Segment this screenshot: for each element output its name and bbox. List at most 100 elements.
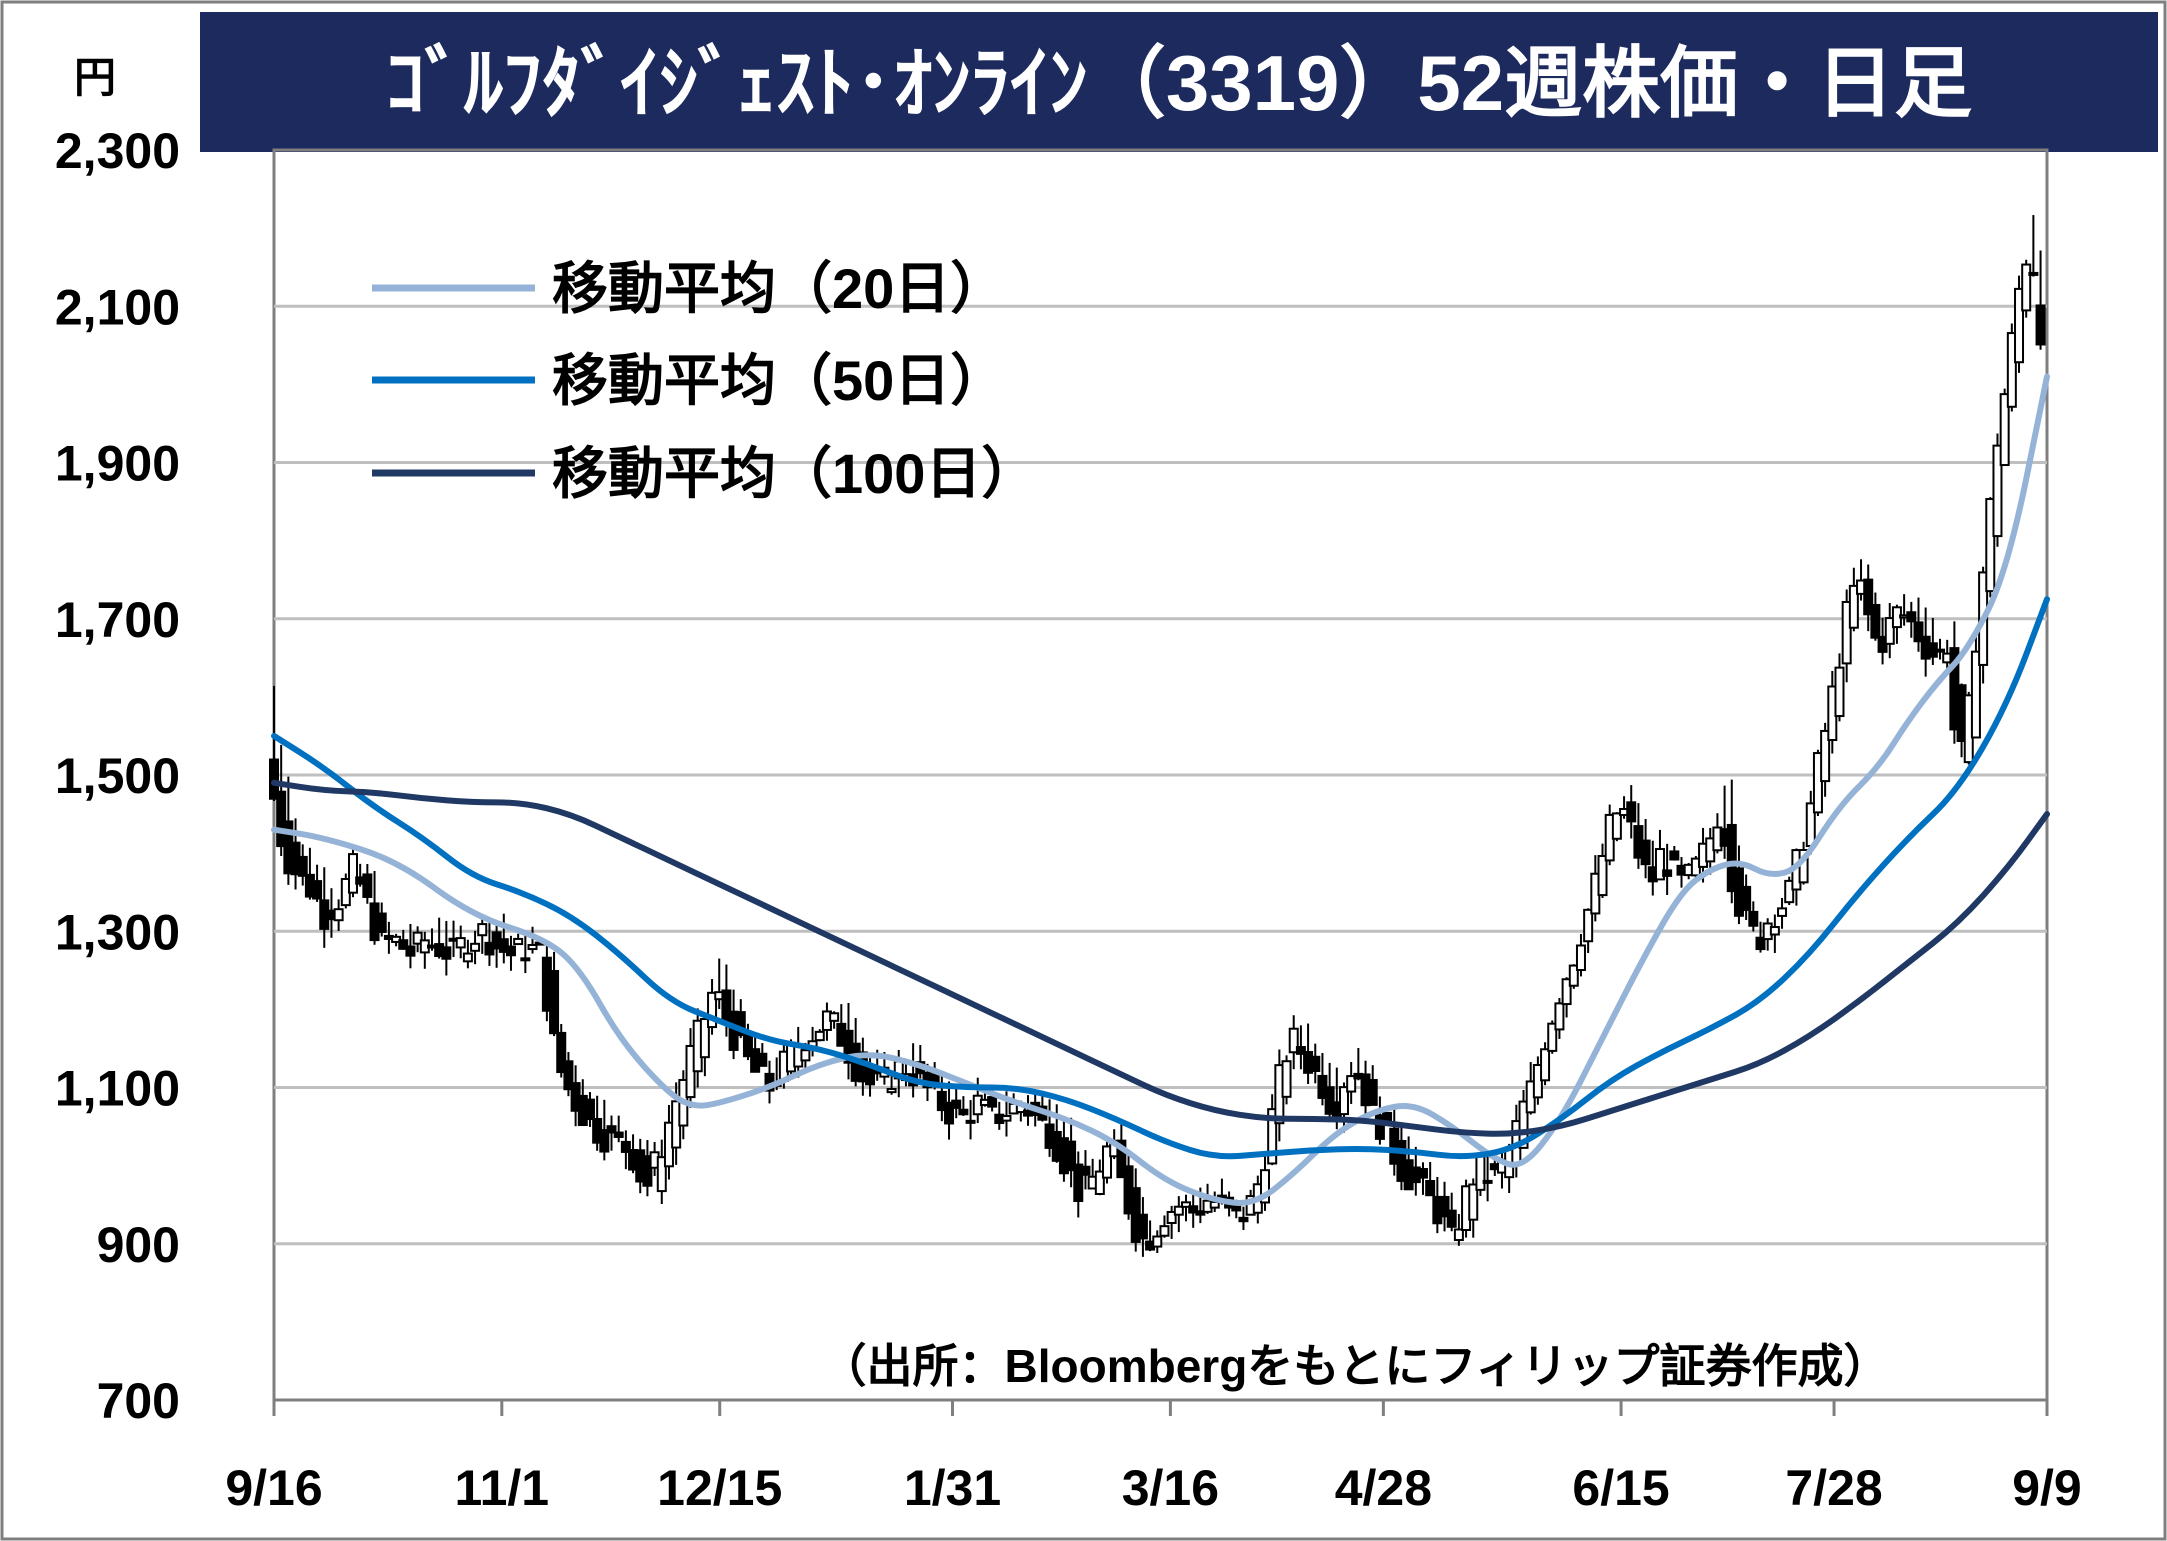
- moving-average-line-0: [271, 373, 2050, 1206]
- candle-body: [707, 991, 718, 1029]
- candle-body: [1777, 907, 1788, 917]
- candle-body: [1970, 650, 1981, 739]
- candle-body: [1338, 1086, 1349, 1116]
- candle-body: [455, 937, 466, 949]
- candle-body: [1094, 1170, 1105, 1195]
- candle-body: [1468, 1183, 1479, 1221]
- candle-body: [1755, 936, 1766, 951]
- candle-body: [613, 1131, 624, 1138]
- candle-body: [2035, 304, 2046, 346]
- candle-body: [462, 952, 473, 963]
- x-tick-label: 11/1: [455, 1460, 550, 1516]
- candle-body: [1453, 1228, 1464, 1242]
- candle-body: [312, 880, 323, 900]
- candle-body: [1784, 879, 1795, 904]
- candle-body: [1446, 1209, 1457, 1228]
- moving-average-lines: [271, 373, 2050, 1206]
- y-tick-label: 700: [97, 1373, 180, 1429]
- candle-body: [1073, 1163, 1084, 1203]
- candle-body: [1173, 1205, 1184, 1216]
- candle-body: [1654, 848, 1665, 881]
- candle-body: [297, 855, 308, 877]
- candle-body: [1439, 1195, 1450, 1218]
- candle-body: [936, 1090, 947, 1112]
- candle-body: [1080, 1165, 1091, 1176]
- candle-body: [1611, 812, 1622, 840]
- candle-body: [829, 1012, 840, 1022]
- candle-body: [1935, 648, 1946, 653]
- candle-body: [1001, 1114, 1012, 1122]
- candle-body: [1748, 910, 1759, 927]
- x-tick-label: 9/16: [225, 1460, 322, 1516]
- candle-body: [965, 1119, 976, 1124]
- candle-body: [620, 1140, 631, 1153]
- candle-body: [1259, 1169, 1270, 1204]
- y-tick-label: 1,500: [55, 748, 180, 804]
- candle-body: [505, 945, 516, 957]
- candle-body: [1834, 666, 1845, 718]
- candle-body: [1166, 1210, 1177, 1224]
- candle-body: [441, 946, 452, 960]
- candle-body: [958, 1108, 969, 1116]
- candle-body: [1137, 1213, 1148, 1240]
- y-tick-label: 2,100: [55, 279, 180, 335]
- candle-body: [1575, 944, 1586, 972]
- candle-body: [1906, 611, 1917, 623]
- y-tick-label: 2,300: [55, 123, 180, 179]
- x-tick-label: 9/9: [2012, 1460, 2082, 1516]
- candle-body: [1116, 1139, 1127, 1179]
- x-tick-label: 1/31: [904, 1460, 1001, 1516]
- candle-body: [584, 1098, 595, 1121]
- x-tick-label: 12/15: [657, 1460, 782, 1516]
- candle-body: [347, 853, 358, 894]
- candle-body: [2021, 263, 2032, 312]
- candle-body: [1152, 1235, 1163, 1248]
- candle-body: [1741, 885, 1752, 911]
- candle-body: [1884, 617, 1895, 645]
- legend-label: 移動平均（20日）: [552, 257, 1006, 320]
- candle-body: [1159, 1225, 1170, 1237]
- candle-body: [1726, 823, 1737, 893]
- candle-body: [1374, 1114, 1385, 1140]
- candle-body: [1547, 1022, 1558, 1052]
- candle-body: [1626, 801, 1637, 823]
- candle-body: [1554, 1002, 1565, 1031]
- candle-body: [1769, 926, 1780, 936]
- x-tick-label: 6/15: [1572, 1460, 1669, 1516]
- candle-body: [1841, 600, 1852, 665]
- candle-body: [1188, 1205, 1199, 1214]
- candle-body: [269, 758, 279, 800]
- moving-average-line-2: [271, 779, 2050, 1137]
- legend-label: 移動平均（50日）: [552, 349, 1006, 412]
- chart-title: ｺﾞﾙﾌﾀﾞｲｼﾞｪｽﾄ･ｵﾝﾗｲﾝ（3319）52週株価・日足: [386, 39, 1972, 127]
- candle-body: [656, 1156, 667, 1193]
- candle-body: [1820, 729, 1831, 783]
- candle-body: [1583, 908, 1594, 943]
- candle-body: [1640, 839, 1651, 866]
- candle-body: [2028, 271, 2039, 276]
- candle-body: [1812, 752, 1823, 814]
- candle-body: [642, 1155, 653, 1187]
- candle-body: [987, 1096, 998, 1108]
- candle-body: [477, 923, 488, 937]
- y-tick-label: 1,900: [55, 436, 180, 492]
- candle-body: [1181, 1201, 1192, 1208]
- candle-body: [1863, 578, 1874, 616]
- candle-body: [1066, 1140, 1077, 1172]
- candle-body: [1475, 1153, 1486, 1191]
- candle-body: [1568, 964, 1579, 987]
- candle-body: [944, 1101, 955, 1125]
- candle-body: [398, 939, 409, 950]
- candle-body: [1561, 978, 1572, 1006]
- candle-body: [1992, 444, 2003, 538]
- x-tick-label: 3/16: [1122, 1460, 1219, 1516]
- y-axis-ticks: 700 900 1,100 1,300 1,500 1,700 1,900 2,100 2,30…: [55, 123, 180, 1429]
- candle-body: [886, 1087, 897, 1094]
- candle-body: [606, 1125, 617, 1134]
- candle-body: [520, 957, 531, 962]
- candle-body: [1848, 584, 1859, 629]
- candle-body: [1367, 1078, 1378, 1106]
- candle-body: [513, 937, 524, 946]
- legend: 移動平均（20日） 移動平均（50日） 移動平均（100日）: [372, 257, 1037, 505]
